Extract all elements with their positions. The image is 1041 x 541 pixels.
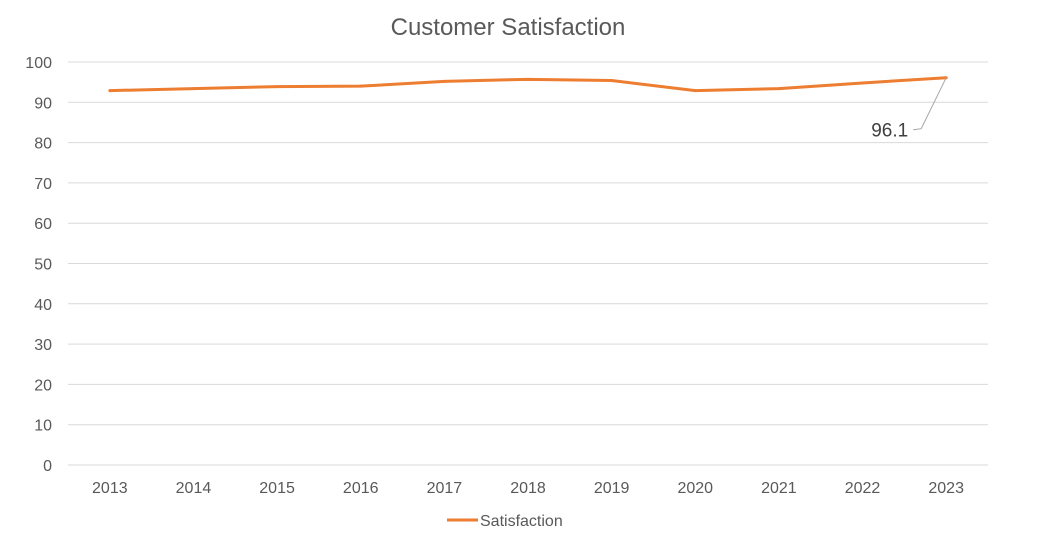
x-tick-label: 2016 xyxy=(343,480,379,497)
y-tick-label: 10 xyxy=(34,418,52,435)
x-tick-label: 2018 xyxy=(510,480,546,497)
x-tick-label: 2015 xyxy=(259,480,295,497)
x-tick-label: 2014 xyxy=(176,480,212,497)
data-point xyxy=(610,79,614,83)
x-axis: 2013 2014 2015 2016 2017 2018 2019 2020 2021 2022… xyxy=(92,480,964,497)
y-tick-label: 90 xyxy=(34,95,52,112)
data-point xyxy=(275,85,279,89)
chart-title: Customer Satisfaction xyxy=(391,14,626,41)
data-point xyxy=(442,79,446,83)
y-axis: 0 10 20 30 40 50 60 70 80 90 100 xyxy=(25,55,52,475)
y-tick-label: 20 xyxy=(34,377,52,394)
x-tick-label: 2023 xyxy=(928,480,964,497)
y-tick-label: 60 xyxy=(34,216,52,233)
data-label: 96.1 xyxy=(871,121,908,142)
leader-line xyxy=(913,77,947,131)
x-tick-label: 2013 xyxy=(92,480,128,497)
data-point xyxy=(693,89,697,93)
gridlines xyxy=(68,61,988,466)
data-point xyxy=(861,81,865,85)
data-point xyxy=(526,77,530,81)
y-tick-label: 50 xyxy=(34,257,52,274)
legend[interactable]: Satisfaction xyxy=(447,513,563,530)
x-tick-label: 2017 xyxy=(427,480,463,497)
y-tick-label: 0 xyxy=(43,458,52,475)
y-tick-label: 100 xyxy=(25,55,52,72)
y-tick-label: 70 xyxy=(34,176,52,193)
x-tick-label: 2019 xyxy=(594,480,630,497)
data-point xyxy=(359,84,363,88)
data-point xyxy=(108,89,112,93)
y-tick-label: 80 xyxy=(34,136,52,153)
data-point xyxy=(777,87,781,91)
data-point xyxy=(191,87,195,91)
y-tick-label: 30 xyxy=(34,337,52,354)
legend-label: Satisfaction xyxy=(480,513,563,530)
y-tick-label: 40 xyxy=(34,297,52,314)
annotations: 96.1 xyxy=(871,77,947,142)
x-tick-label: 2020 xyxy=(677,480,713,497)
series-group xyxy=(108,76,948,93)
x-tick-label: 2021 xyxy=(761,480,797,497)
x-tick-label: 2022 xyxy=(845,480,881,497)
